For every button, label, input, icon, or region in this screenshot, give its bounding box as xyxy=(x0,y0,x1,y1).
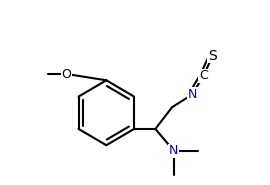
Text: N: N xyxy=(169,144,178,157)
Text: S: S xyxy=(208,48,217,63)
Text: C: C xyxy=(199,69,208,82)
Text: O: O xyxy=(62,68,72,80)
Text: N: N xyxy=(188,88,197,101)
